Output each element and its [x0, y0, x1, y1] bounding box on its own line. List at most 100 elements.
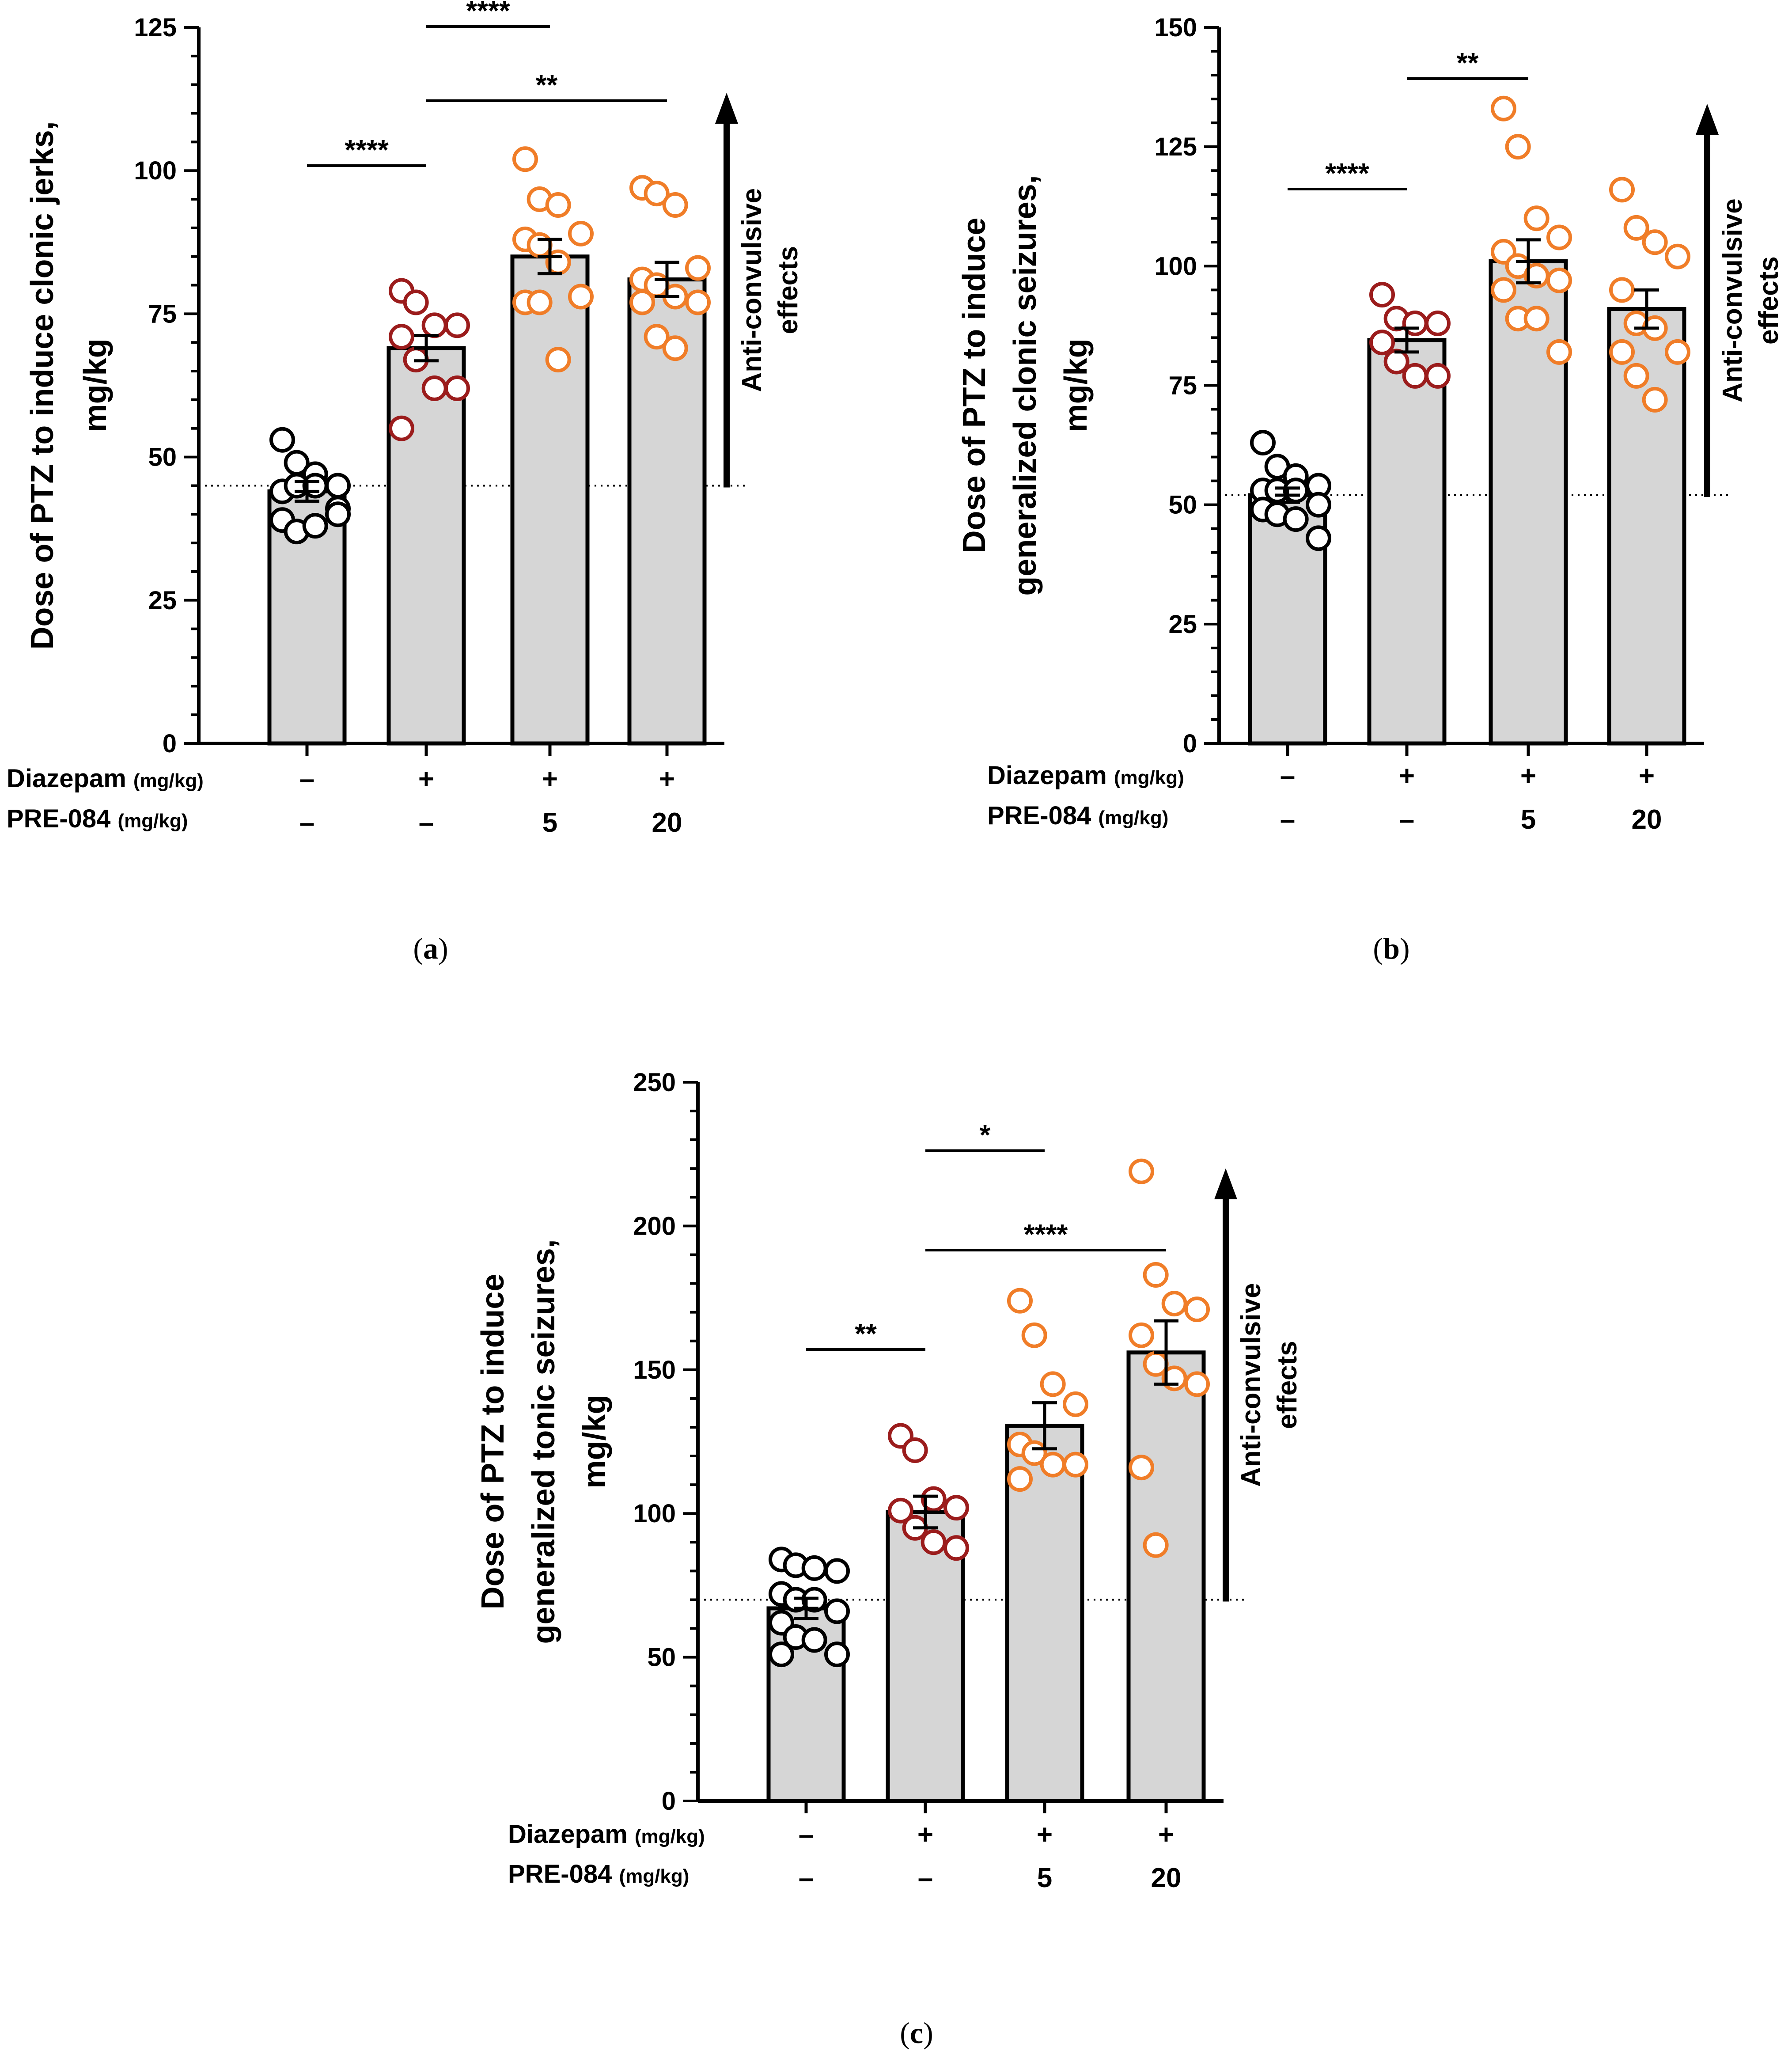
row-label-diazepam: Diazepam (mg/kg): [508, 1820, 705, 1849]
pre084-value: 5: [1521, 804, 1536, 835]
data-point: [644, 181, 670, 207]
data-point: [1184, 1296, 1210, 1323]
data-point: [1306, 492, 1331, 518]
y-tick-label: 75: [1168, 372, 1197, 400]
pre084-value: –: [799, 1863, 814, 1893]
y-tick-label: 50: [1168, 491, 1197, 519]
arrow-head-icon: [1696, 104, 1719, 135]
data-point: [1642, 387, 1668, 413]
pre084-value: 5: [1037, 1863, 1052, 1893]
data-point: [421, 375, 447, 401]
bar-diazepam-pre-084-20: [1126, 1350, 1206, 1803]
data-point: [325, 501, 351, 527]
data-point: [403, 289, 429, 315]
data-point: [824, 1558, 850, 1584]
error-bar: [1154, 1319, 1178, 1386]
y-tick-label: 100: [633, 1499, 676, 1528]
y-tick-label: 125: [1154, 133, 1197, 161]
data-point: [1143, 1262, 1169, 1288]
diazepam-value: +: [1520, 761, 1536, 791]
significance-stars: ****: [345, 134, 389, 166]
significance-stars: **: [536, 69, 558, 101]
y-tick-label: 250: [633, 1068, 676, 1097]
data-point: [1040, 1371, 1066, 1397]
data-point: [824, 1598, 850, 1624]
significance-stars: **: [855, 1318, 877, 1350]
data-point: [1283, 506, 1309, 532]
y-axis-title-line: generalized clonic seizures,: [1008, 175, 1043, 595]
data-point: [1491, 277, 1516, 303]
diazepam-value: +: [1399, 761, 1415, 791]
data-point: [1609, 177, 1635, 203]
y-tick-label: 125: [134, 13, 177, 42]
data-point: [1402, 363, 1428, 389]
y-axis-title-line: generalized tonic seizures,: [526, 1239, 561, 1644]
data-point: [1491, 95, 1516, 121]
data-point: [325, 473, 351, 499]
arrow-head-icon: [1214, 1168, 1237, 1199]
significance-stars: ****: [1325, 157, 1369, 189]
error-bar: [1634, 288, 1659, 330]
y-tick-label: 0: [163, 729, 177, 758]
error-bar: [655, 261, 679, 298]
diazepam-value: +: [542, 764, 558, 794]
data-point: [685, 289, 711, 315]
chart-panel-a: 0 25 50 75 100 125 Dose of PTZ to induce cloni…: [7, 0, 803, 965]
pre084-value: 20: [1151, 1863, 1182, 1893]
data-point: [1007, 1466, 1033, 1492]
y-tick-label: 50: [647, 1643, 676, 1672]
data-point: [1623, 215, 1649, 241]
data-point: [1021, 1322, 1047, 1348]
data-point: [527, 289, 553, 315]
data-point: [389, 324, 414, 350]
pre084-value: –: [918, 1863, 933, 1893]
data-point: [545, 347, 571, 373]
pre084-value: –: [1280, 804, 1295, 835]
arrow-head-icon: [715, 93, 738, 124]
data-point: [685, 255, 711, 281]
data-point: [921, 1486, 947, 1512]
data-point: [1306, 525, 1331, 551]
diazepam-value: –: [1280, 761, 1295, 791]
data-point: [1546, 267, 1572, 293]
row-label-diazepam: Diazepam (mg/kg): [987, 761, 1184, 790]
arrow-label-line: Anti-convulsive: [737, 188, 767, 392]
diazepam-value: –: [299, 764, 314, 794]
data-point: [1505, 134, 1531, 160]
row-label-pre084: PRE-084 (mg/kg): [508, 1860, 689, 1888]
bar-diazepam: [1367, 338, 1447, 746]
data-point: [1642, 229, 1668, 255]
y-tick-label: 75: [148, 299, 177, 328]
data-point: [568, 220, 594, 246]
data-point: [1161, 1291, 1187, 1317]
data-point: [1063, 1391, 1088, 1417]
data-point: [1609, 339, 1635, 365]
y-tick-label: 150: [1154, 13, 1197, 42]
data-point: [1250, 430, 1276, 456]
panel-caption: (c): [900, 2016, 933, 2050]
error-bar: [1516, 238, 1541, 284]
data-point: [1523, 306, 1550, 332]
pre084-value: 20: [652, 807, 682, 838]
diazepam-value: +: [1158, 1820, 1174, 1850]
data-point: [389, 415, 414, 441]
data-point: [769, 1641, 794, 1668]
data-point: [527, 232, 553, 258]
data-point: [1623, 363, 1649, 389]
data-point: [512, 146, 538, 172]
data-point: [1184, 1371, 1210, 1397]
data-point: [1129, 1322, 1154, 1348]
data-point: [801, 1555, 827, 1581]
diazepam-value: +: [917, 1820, 933, 1850]
y-tick-label: 100: [1154, 252, 1197, 281]
panel-caption: (b): [1373, 932, 1409, 965]
data-point: [888, 1497, 913, 1524]
error-bar: [913, 1494, 938, 1530]
data-point: [1609, 277, 1635, 303]
data-point: [269, 427, 295, 453]
data-point: [1425, 311, 1451, 337]
y-axis-title-line: Dose of PTZ to induce: [475, 1274, 511, 1609]
y-axis-title-line: mg/kg: [1058, 338, 1094, 432]
y-tick-label: 150: [633, 1356, 676, 1384]
